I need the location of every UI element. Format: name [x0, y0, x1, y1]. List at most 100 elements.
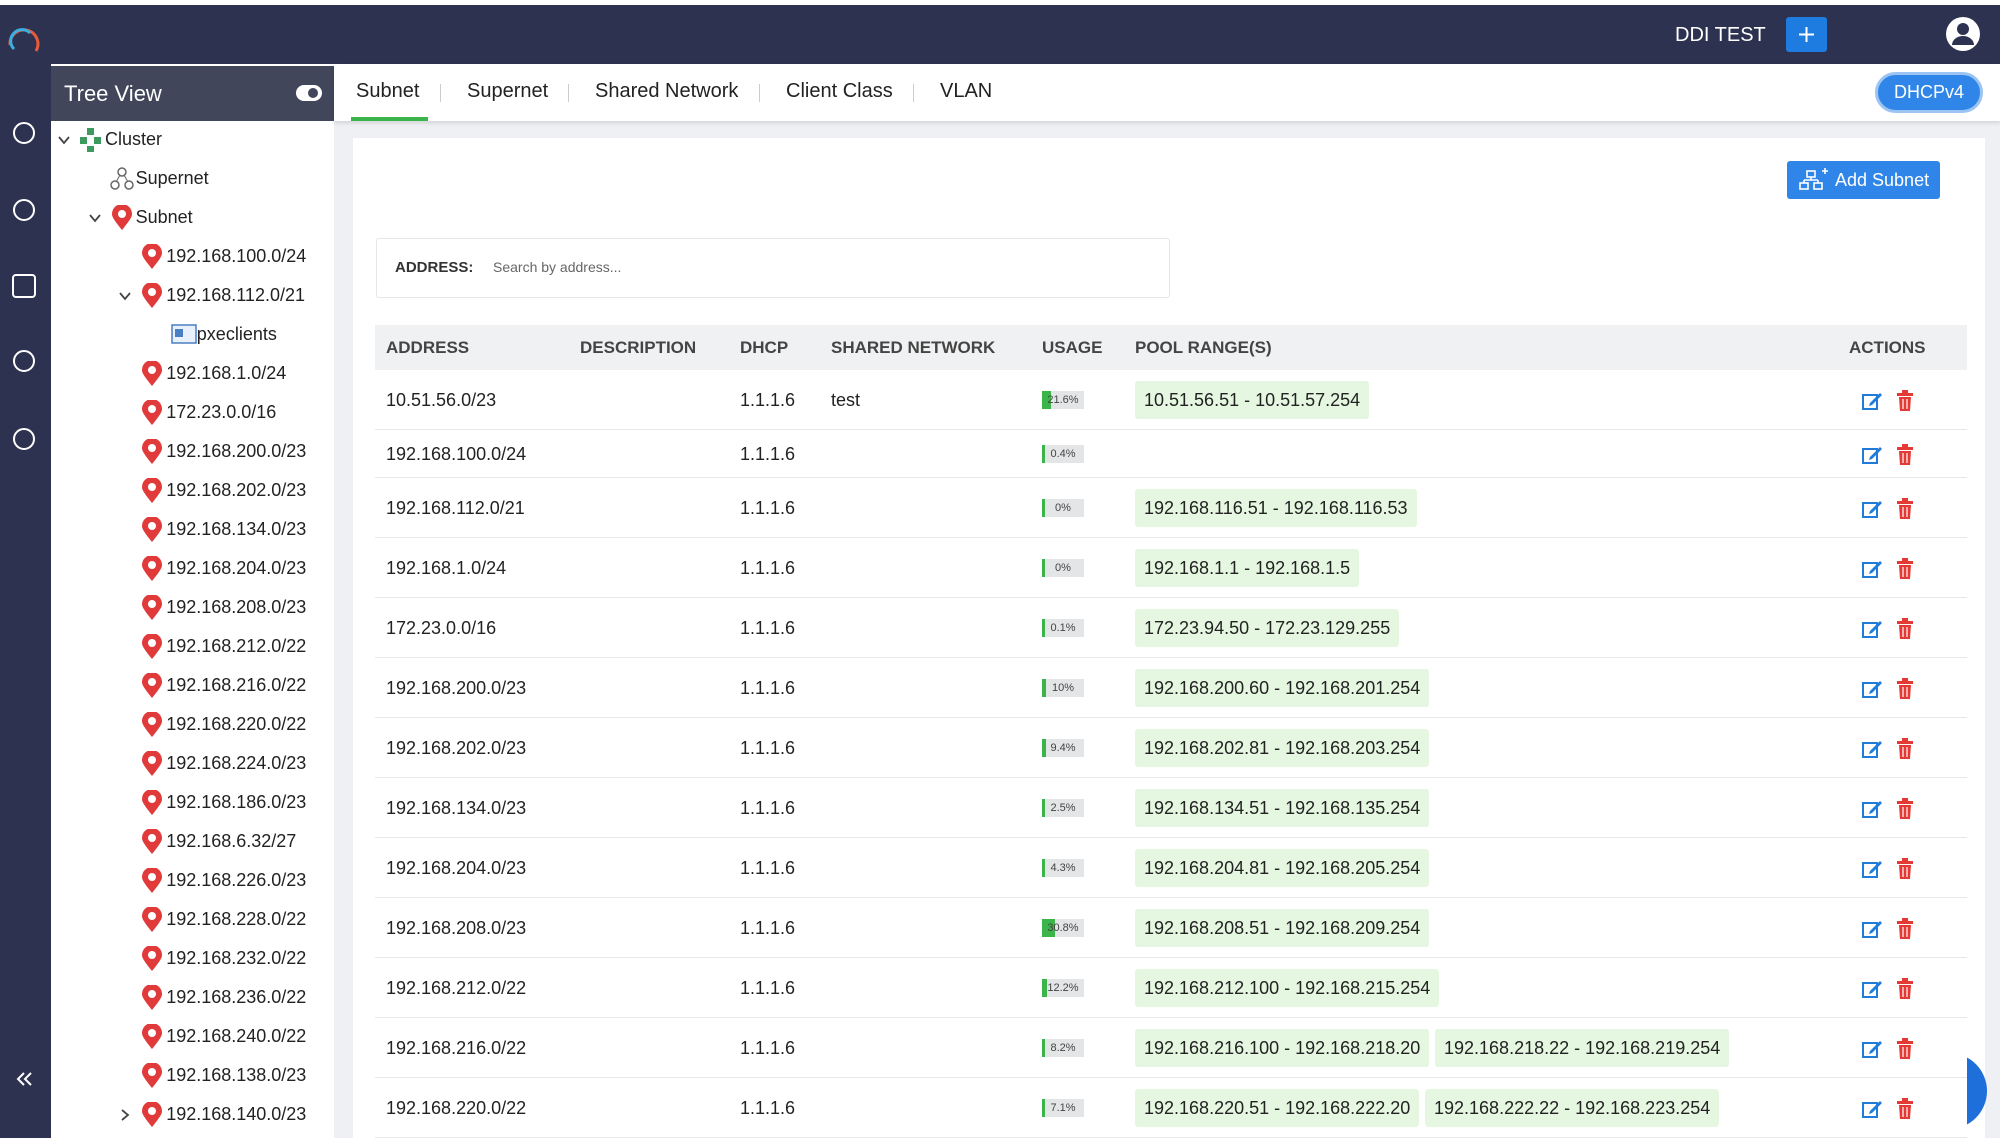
usage-bar [1042, 499, 1045, 517]
usage-bar [1042, 1039, 1046, 1057]
edit-icon[interactable] [1861, 678, 1883, 700]
tree-node-label[interactable]: 192.168.134.0/23 [166, 519, 307, 539]
usage-bar [1042, 1099, 1045, 1117]
tree-expander[interactable] [57, 133, 71, 147]
tree-node-label[interactable]: 192.168.1.0/24 [166, 363, 287, 383]
table-row [375, 958, 1967, 1018]
tree-icon [142, 751, 163, 776]
delete-icon[interactable] [1895, 918, 1915, 940]
tree-node-label[interactable]: 192.168.216.0/22 [166, 675, 307, 695]
pool-range: 192.168.222.22 - 192.168.223.254 [1425, 1089, 1720, 1127]
tree-expander[interactable] [88, 211, 102, 225]
dhcp: 1.1.1.6 [740, 798, 796, 818]
tree-node-label[interactable]: 192.168.204.0/23 [166, 558, 307, 578]
add-subnet-label[interactable]: Add Subnet [1835, 170, 1930, 190]
edit-icon[interactable] [1861, 738, 1883, 760]
tree-expander[interactable] [118, 289, 132, 303]
tree-node-label[interactable]: 192.168.100.0/24 [166, 246, 307, 266]
tree-node-label[interactable]: 192.168.208.0/23 [166, 597, 307, 617]
tree-node-label[interactable]: 192.168.228.0/22 [166, 909, 307, 929]
edit-icon[interactable] [1861, 978, 1883, 1000]
add-subnet-button[interactable]: Add Subnet [1787, 161, 1940, 199]
tab[interactable]: Shared Network [595, 80, 739, 102]
settings-icon[interactable] [13, 428, 35, 450]
tree-node-label[interactable]: Supernet [135, 168, 209, 188]
tree-icon [142, 712, 163, 737]
usage-bar [1042, 679, 1047, 697]
dns-icon[interactable] [13, 199, 35, 221]
edit-icon[interactable] [1861, 1038, 1883, 1060]
usage-bar [1042, 559, 1045, 577]
delete-icon[interactable] [1895, 858, 1915, 880]
dhcp: 1.1.1.6 [740, 858, 796, 878]
tree-node-label[interactable]: 192.168.240.0/22 [166, 1026, 307, 1046]
edit-icon[interactable] [1861, 918, 1883, 940]
reports-icon[interactable] [13, 350, 35, 372]
tree-node-label[interactable]: 192.168.220.0/22 [166, 714, 307, 734]
search-placeholder[interactable]: Search by address... [493, 259, 622, 275]
tree-node-label[interactable]: 192.168.202.0/23 [166, 480, 307, 500]
tree-node-label[interactable]: Cluster [105, 129, 163, 149]
tree-node-label[interactable]: 192.168.212.0/22 [166, 636, 307, 656]
add-button[interactable] [1786, 17, 1827, 52]
delete-icon[interactable] [1895, 558, 1915, 580]
tree-node-label[interactable]: 172.23.0.0/16 [166, 402, 277, 422]
address: 192.168.112.0/21 [386, 498, 525, 518]
side-nav [0, 5, 51, 1138]
column-header: ADDRESS [386, 338, 470, 357]
edit-icon[interactable] [1861, 618, 1883, 640]
edit-icon[interactable] [1861, 444, 1883, 466]
tree-node-label[interactable]: pxeclients [196, 324, 277, 344]
edit-icon[interactable] [1861, 858, 1883, 880]
tab[interactable]: VLAN [940, 80, 993, 102]
tree-icon [142, 595, 163, 620]
edit-icon[interactable] [1861, 498, 1883, 520]
delete-icon[interactable] [1895, 1098, 1915, 1120]
tree-expander[interactable] [118, 1108, 132, 1122]
tree-node-label[interactable]: 192.168.186.0/23 [166, 792, 307, 812]
tab[interactable]: Client Class [786, 80, 893, 102]
delete-icon[interactable] [1895, 390, 1915, 412]
usage-box: 10% [1042, 679, 1084, 697]
usage-label: 12.2% [1047, 982, 1079, 994]
tree-toggle[interactable] [295, 84, 323, 102]
ipam-icon[interactable] [12, 274, 36, 298]
protocol-badge[interactable]: DHCPv4 [1875, 72, 1983, 113]
delete-icon[interactable] [1895, 498, 1915, 520]
usage-label: 2.5% [1050, 802, 1076, 814]
collapse-icon[interactable] [16, 1072, 32, 1086]
usage-label: 30.8% [1047, 922, 1079, 934]
delete-icon[interactable] [1895, 1038, 1915, 1060]
tree-icon [142, 1024, 163, 1049]
tree-node-label[interactable]: 192.168.138.0/23 [166, 1065, 307, 1085]
tree-node-label[interactable]: 192.168.232.0/22 [166, 948, 307, 968]
edit-icon[interactable] [1861, 390, 1883, 412]
delete-icon[interactable] [1895, 678, 1915, 700]
delete-icon[interactable] [1895, 978, 1915, 1000]
column-header: DESCRIPTION [580, 338, 697, 357]
delete-icon[interactable] [1895, 618, 1915, 640]
tree-node-label[interactable]: 192.168.6.32/27 [166, 831, 297, 851]
tree-node-label[interactable]: 192.168.226.0/23 [166, 870, 307, 890]
edit-icon[interactable] [1861, 558, 1883, 580]
tree-node-label[interactable]: 192.168.112.0/21 [166, 285, 305, 305]
tab[interactable]: Subnet [356, 80, 420, 102]
tree-node-label[interactable]: Subnet [135, 207, 193, 227]
tree-node-label[interactable]: 192.168.236.0/22 [166, 987, 307, 1007]
edit-icon[interactable] [1861, 798, 1883, 820]
dhcp: 1.1.1.6 [740, 558, 796, 578]
user-icon[interactable] [1944, 15, 1982, 53]
tree-node-label[interactable]: 192.168.224.0/23 [166, 753, 307, 773]
delete-icon[interactable] [1895, 444, 1915, 466]
tree-node-label[interactable]: 192.168.200.0/23 [166, 441, 307, 461]
edit-icon[interactable] [1861, 1098, 1883, 1120]
tree-icon [142, 556, 163, 581]
tree-node-label[interactable]: 192.168.140.0/23 [166, 1104, 307, 1124]
dashboard-icon[interactable] [13, 122, 35, 144]
delete-icon[interactable] [1895, 798, 1915, 820]
tab[interactable]: Supernet [467, 80, 549, 102]
usage-bar [1042, 859, 1045, 877]
delete-icon[interactable] [1895, 738, 1915, 760]
usage-label: 0.4% [1050, 448, 1076, 460]
table-row [375, 430, 1967, 478]
